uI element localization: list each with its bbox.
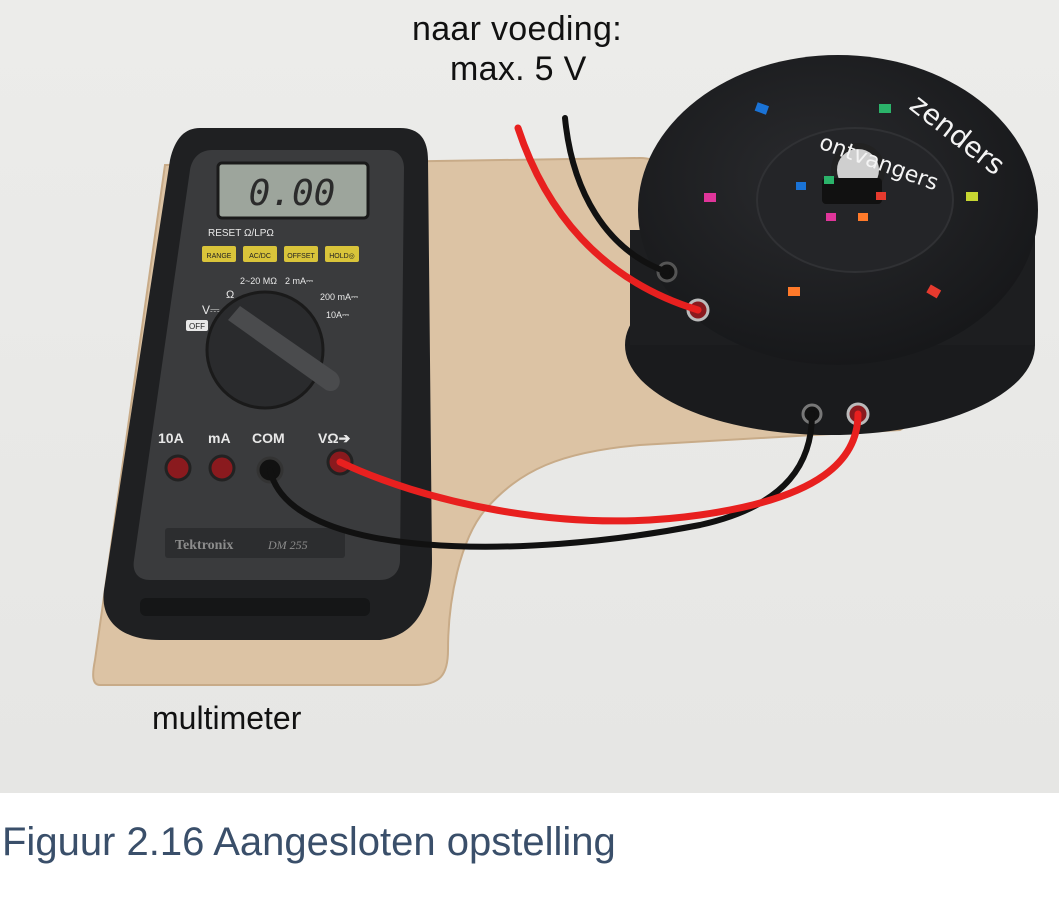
multimeter-buttons: RANGE AC/DC OFFSET HOLD◎: [202, 246, 359, 262]
range-button[interactable]: [202, 246, 236, 262]
wires: [267, 115, 862, 550]
multimeter-header-text: RESET Ω/LPΩ: [208, 228, 274, 239]
multimeter-lcd: [216, 161, 370, 220]
power-supply-label-line1: naar voeding:: [412, 10, 622, 48]
led-green-inner: [824, 176, 834, 184]
disc-device: zenders ontvangers: [625, 55, 1038, 435]
acdc-button-label: AC/DC: [249, 253, 271, 260]
led-orange-inner: [858, 213, 868, 221]
led-blue-outer: [754, 102, 770, 115]
rotary-dial-knob[interactable]: [228, 306, 340, 391]
led-orange-outer: [788, 287, 800, 296]
wire-black-supply: [562, 115, 670, 275]
hold-button-label: HOLD◎: [329, 253, 355, 260]
brand-plate: [165, 528, 345, 558]
dial-ma2-label: 2 mA⎓: [285, 276, 313, 286]
jack-10a-label: 10A: [158, 430, 184, 446]
dial-mohm-label: 2~20 MΩ: [240, 276, 277, 286]
jack-vohm-label: VΩ➔: [318, 430, 351, 446]
offset-button-label: OFFSET: [287, 253, 315, 260]
led-blue-inner: [796, 182, 806, 190]
figure-caption: Figuur 2.16 Aangesloten opstelling: [2, 820, 616, 864]
led-magenta-inner: [826, 213, 836, 221]
jack-10a[interactable]: [164, 454, 192, 482]
grip-ridges: [140, 598, 370, 616]
wire-black-measure: [267, 411, 815, 550]
brand-model: DM 255: [267, 538, 308, 552]
hold-button[interactable]: [325, 246, 359, 262]
multimeter: 0.00 RESET Ω/LPΩ RANGE AC/DC OFFSET HOLD…: [103, 128, 432, 640]
led-yellow-outer: [966, 192, 978, 201]
multimeter-lcd-value: 0.00: [249, 173, 336, 214]
power-supply-label-line2: max. 5 V: [450, 50, 587, 88]
dial-ma200-label: 200 mA⎓: [320, 292, 358, 302]
led-red-outer: [926, 284, 942, 299]
led-magenta-outer: [704, 193, 716, 202]
acdc-button[interactable]: [243, 246, 277, 262]
dial-off-label: OFF: [189, 322, 205, 331]
offset-button[interactable]: [284, 246, 318, 262]
jack-ma[interactable]: [208, 454, 236, 482]
range-button-label: RANGE: [207, 253, 232, 260]
led-green-outer: [879, 104, 891, 113]
brand-name: Tektronix: [175, 538, 233, 553]
rotary-dial[interactable]: [205, 290, 325, 410]
disc-knob-base: [822, 178, 882, 204]
wire-red-supply: [514, 124, 702, 314]
setup-photo: 0.00 RESET Ω/LPΩ RANGE AC/DC OFFSET HOLD…: [0, 0, 1059, 793]
jack-ma-label: mA: [208, 430, 231, 446]
dial-off-badge: [186, 320, 208, 331]
dial-v-label: V⎓: [202, 303, 220, 317]
jack-com-label: COM: [252, 430, 285, 446]
dial-ohm-label: Ω: [226, 289, 234, 301]
led-red-inner: [876, 192, 886, 200]
dial-10a-label: 10A⎓: [326, 310, 349, 320]
multimeter-label: multimeter: [152, 700, 302, 736]
wire-red-measure: [336, 410, 862, 525]
